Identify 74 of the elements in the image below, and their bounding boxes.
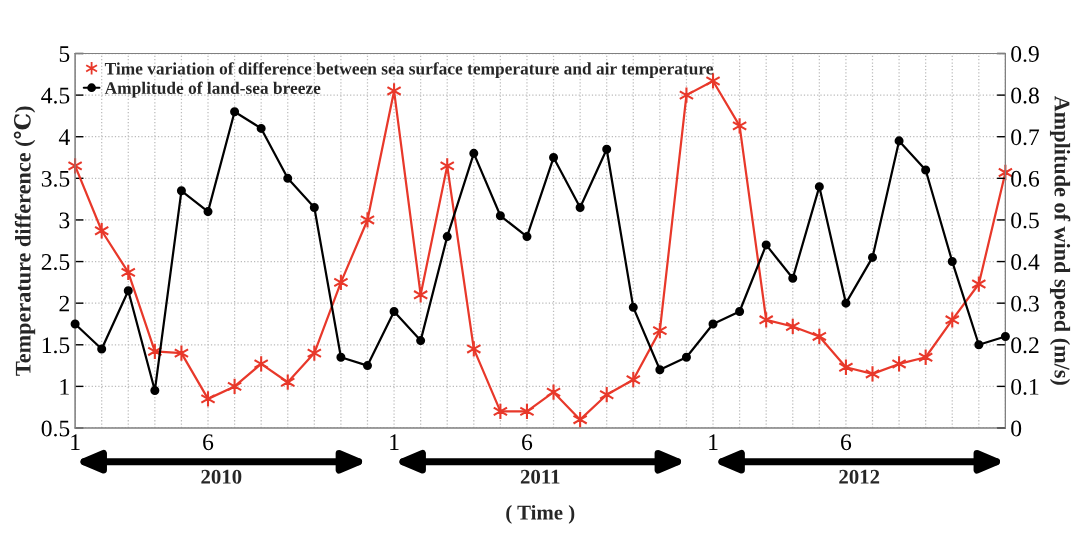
y2-tick-label: 0.5	[1011, 212, 1039, 229]
y-tick-label: 0.5	[41, 420, 70, 437]
y2-tick-label: 0.8	[1011, 87, 1039, 104]
y2-axis-title: Amplitude of wind speed (m/s)	[1049, 95, 1071, 385]
y2-tick-label: 0.6	[1011, 170, 1040, 187]
point	[123, 286, 133, 296]
point	[575, 202, 585, 212]
y-tick-label: 4	[58, 129, 70, 145]
point	[921, 165, 931, 175]
point	[362, 361, 372, 371]
point	[655, 365, 665, 375]
point	[549, 153, 559, 163]
y2-tick-label: 0.3	[1011, 295, 1039, 312]
point	[70, 319, 80, 329]
x-axis-title: ( Time )	[506, 504, 575, 524]
point	[761, 240, 771, 250]
y2-tick-label: 0.2	[1011, 337, 1039, 354]
point	[97, 344, 107, 354]
point	[283, 173, 293, 183]
point	[947, 257, 957, 267]
point	[974, 340, 984, 350]
y2-tick-label: 0.7	[1011, 129, 1040, 146]
y2-tick-label: 0	[1011, 420, 1022, 437]
point	[309, 202, 319, 212]
point	[894, 136, 904, 146]
point	[1000, 331, 1010, 341]
x-tick-label: 6	[841, 434, 852, 451]
point	[389, 306, 399, 316]
point	[864, 365, 881, 383]
x-tick-label: 1	[390, 434, 399, 450]
point	[708, 319, 718, 329]
y-tick-label: 3	[59, 212, 70, 229]
y-axis-title: Temperature difference (℃)	[13, 106, 36, 376]
legend-label: Amplitude of land-sea breeze	[104, 81, 321, 98]
point	[814, 182, 824, 192]
point	[442, 232, 452, 242]
point	[602, 144, 612, 154]
x-tick-label: 6	[522, 434, 533, 451]
x-tick-label: 1	[709, 434, 718, 450]
y-tick-label: 2	[59, 295, 69, 312]
point	[681, 352, 691, 362]
point	[522, 232, 532, 242]
point	[735, 306, 745, 316]
point	[416, 336, 426, 346]
point	[628, 302, 638, 312]
point	[336, 352, 346, 362]
y2-tick-label: 0.4	[1011, 254, 1040, 271]
y2-tick-label: 0.1	[1011, 378, 1039, 395]
point	[200, 390, 216, 408]
point	[495, 211, 505, 221]
point	[203, 207, 213, 217]
point	[841, 298, 851, 308]
y-tick-label: 4.5	[41, 87, 70, 104]
text: 2012	[839, 469, 880, 484]
y-tick-label: 1	[60, 378, 69, 395]
point	[230, 107, 240, 117]
x-tick-label: 6	[203, 434, 214, 451]
y-tick-label: 1.5	[42, 337, 70, 354]
point	[867, 252, 878, 262]
text: 2010	[201, 469, 242, 484]
y-tick-label: 3.5	[41, 170, 70, 187]
point	[359, 211, 376, 229]
y2-tick-label: 0.9	[1011, 45, 1039, 63]
point	[971, 275, 987, 293]
legend-label: Time variation of difference between sea surface temperature and air temperature	[104, 62, 713, 79]
point	[150, 386, 160, 396]
y-tick-label: 5	[59, 46, 70, 62]
point	[788, 273, 798, 283]
point	[469, 148, 479, 158]
text: 2011	[520, 469, 560, 484]
point	[176, 186, 186, 196]
x-tick-label: 1	[71, 434, 80, 450]
y-tick-label: 2.5	[41, 254, 70, 271]
point	[256, 123, 266, 133]
